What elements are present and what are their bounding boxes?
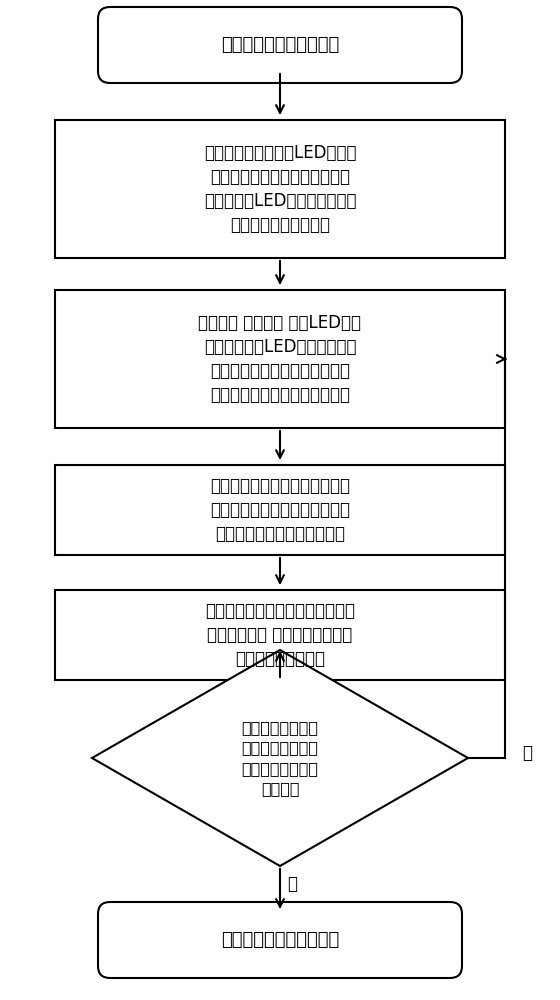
Text: 步骤五：停止迭代
判断；增量梯度迭
代系数小于一个给
定的阈値: 步骤五：停止迭代 判断；增量梯度迭 代系数小于一个给 定的阈値 [241, 720, 319, 796]
Text: 步骤一：图像采集。LED阵列作
为显微镜的照明光源，顺次点亮
其中每一个LED元素，照射样品
后采集相对应的图像。: 步骤一：图像采集。LED阵列作 为显微镜的照明光源，顺次点亮 其中每一个LED元… [204, 144, 356, 234]
Polygon shape [92, 650, 468, 866]
Text: 完成大视场高分辨率成像: 完成大视场高分辨率成像 [221, 931, 339, 949]
Text: 否: 否 [522, 744, 532, 762]
Bar [55, 465, 505, 555]
Bar [55, 120, 505, 258]
Bar [55, 290, 505, 428]
Text: 步骤四：增量梯度迭代系数更新；
以代价函数値 为判据对增量梯度
迭代系数进行更新。: 步骤四：增量梯度迭代系数更新； 以代价函数値 为判据对增量梯度 迭代系数进行更新… [205, 602, 355, 668]
Text: 是: 是 [287, 875, 297, 893]
FancyBboxPatch shape [98, 902, 462, 978]
Text: 步骤三：迭代重构；采用增量梯
度法将所采集的每一幅图像在频
域中逐一进行合成孔径运算。: 步骤三：迭代重构；采用增量梯 度法将所采集的每一幅图像在频 域中逐一进行合成孔径… [210, 477, 350, 543]
Text: 开始大视场高分辨率成像: 开始大视场高分辨率成像 [221, 36, 339, 54]
Text: 步骤二： 初始化； 利用LED阵列
中位于中心的LED元素照射样品
所拍摄到的低分辨率图像来初始
化高分辨率图像的振幅与相位。: 步骤二： 初始化； 利用LED阵列 中位于中心的LED元素照射样品 所拍摄到的低… [198, 314, 362, 404]
Bar [55, 590, 505, 680]
FancyBboxPatch shape [98, 7, 462, 83]
